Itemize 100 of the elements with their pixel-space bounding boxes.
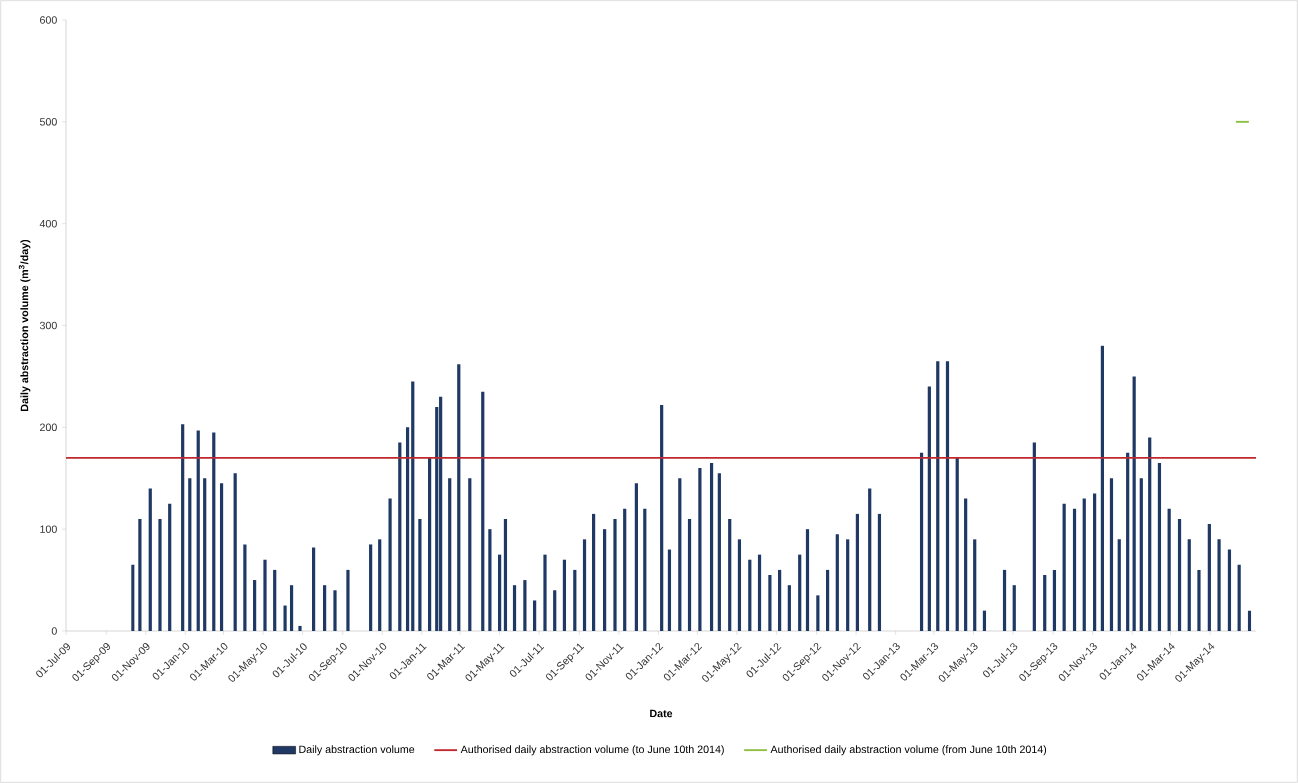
- bar: [1109, 478, 1114, 631]
- y-axis-title: Daily abstraction volume (m$^{3}$/day): [18, 239, 31, 411]
- bar: [148, 488, 152, 631]
- bar: [1148, 437, 1152, 631]
- bar: [667, 549, 672, 631]
- bar: [1012, 585, 1016, 631]
- bar: [1217, 539, 1221, 631]
- bar: [1187, 539, 1191, 631]
- y-tick-label: 400: [39, 219, 57, 228]
- bar: [582, 539, 587, 631]
- bar: [388, 498, 392, 631]
- bar: [312, 547, 316, 631]
- bar: [945, 361, 950, 631]
- bar: [323, 585, 327, 631]
- bar: [846, 539, 850, 631]
- bar: [825, 569, 830, 631]
- bar: [603, 529, 607, 631]
- bar: [1032, 442, 1036, 631]
- bar: [1157, 462, 1162, 631]
- bar: [533, 600, 537, 631]
- bar: [488, 529, 492, 631]
- bar: [927, 386, 931, 631]
- bar: [405, 427, 410, 631]
- y-tick-label: 0: [51, 627, 57, 635]
- bar: [418, 518, 422, 631]
- bar: [411, 381, 415, 631]
- bar: [1197, 569, 1201, 631]
- bar: [757, 554, 762, 631]
- bar: [1062, 503, 1066, 631]
- bar: [233, 473, 237, 631]
- bar: [428, 457, 432, 631]
- bar: [1082, 498, 1086, 631]
- x-axis-title: Date: [650, 709, 673, 718]
- bar: [168, 503, 172, 631]
- bar: [196, 430, 200, 631]
- bar: [955, 457, 959, 631]
- bar: [273, 569, 277, 631]
- bar: [1139, 478, 1143, 631]
- bar: [138, 518, 142, 631]
- bar: [333, 590, 337, 631]
- bar: [468, 478, 472, 631]
- bar: [498, 554, 502, 631]
- bar: [219, 483, 224, 631]
- legend-label: Daily abstraction volume: [299, 745, 415, 756]
- y-tick-label: 300: [39, 321, 57, 330]
- bar: [181, 424, 185, 631]
- legend-label: Authorised daily abstraction volume (from June 10th 2014): [770, 745, 1047, 756]
- bar: [369, 544, 373, 631]
- bar: [982, 610, 987, 631]
- bar: [698, 468, 702, 631]
- bar: [203, 478, 207, 631]
- bar: [253, 580, 257, 631]
- bar: [1177, 518, 1182, 631]
- bar: [457, 364, 461, 631]
- bar: [1237, 564, 1241, 631]
- bar: [855, 513, 859, 631]
- bar: [1093, 493, 1097, 631]
- bar: [283, 605, 287, 631]
- bar: [973, 539, 977, 631]
- bar: [481, 391, 485, 631]
- bar: [919, 452, 924, 631]
- bar: [212, 432, 216, 631]
- bar: [512, 585, 517, 631]
- bar: [188, 478, 192, 631]
- bar: [835, 534, 839, 631]
- bar: [643, 508, 647, 631]
- bar: [346, 569, 350, 631]
- bar: [398, 442, 402, 631]
- bar: [1247, 610, 1252, 631]
- bar: [623, 508, 627, 631]
- bar: [378, 539, 382, 631]
- bar: [964, 498, 968, 631]
- bar: [748, 559, 752, 631]
- bar: [1167, 508, 1171, 631]
- bar: [805, 529, 810, 631]
- bar: [543, 554, 547, 631]
- bar: [768, 574, 772, 631]
- bar: [523, 580, 527, 631]
- bar: [936, 361, 940, 631]
- bar: [868, 488, 872, 631]
- bar: [573, 569, 577, 631]
- y-tick-label: 100: [40, 525, 57, 533]
- bar: [613, 518, 617, 631]
- bar: [158, 518, 162, 631]
- bar: [634, 483, 638, 631]
- y-tick-label: 200: [40, 423, 57, 432]
- legend-label: Authorised daily abstraction volume (to June 10th 2014): [460, 745, 724, 756]
- bar: [289, 585, 294, 631]
- bar: [562, 559, 567, 631]
- bar: [728, 518, 732, 631]
- bar: [798, 554, 802, 631]
- bar: [816, 595, 820, 631]
- bar: [243, 544, 247, 631]
- bar: [709, 462, 714, 631]
- bar: [787, 585, 791, 631]
- bar: [717, 473, 721, 631]
- y-tick-label: 500: [39, 118, 57, 126]
- bar: [1100, 345, 1104, 631]
- bar: [1043, 574, 1047, 631]
- bar: [1132, 376, 1136, 631]
